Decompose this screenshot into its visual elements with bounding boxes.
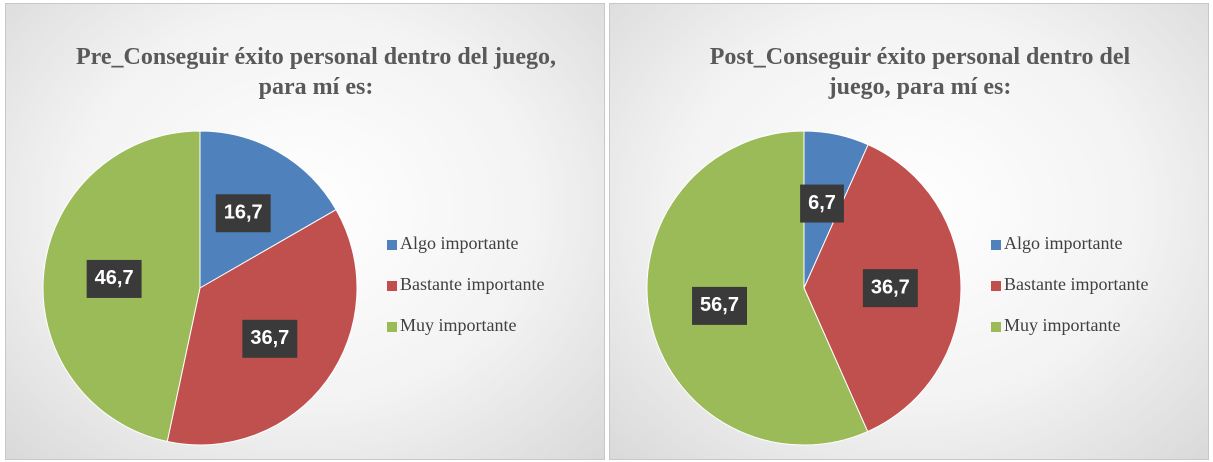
legend-swatch	[991, 281, 1001, 291]
chart: 6,7 36,7 56,7 Algo importante Bastante impor…	[646, 130, 1148, 446]
legend-label: Bastante importante	[400, 274, 544, 294]
pie-slice	[646, 130, 869, 446]
data-label: 36,7	[871, 276, 910, 298]
legend-swatch	[387, 322, 397, 332]
data-label-box	[215, 194, 271, 233]
data-label-box	[692, 286, 747, 325]
legend-swatch	[387, 240, 397, 250]
chart-title: Pre_Conseguir éxito personal dentro del …	[76, 44, 556, 100]
legend-swatch	[387, 281, 397, 291]
data-label: 46,7	[95, 267, 134, 289]
legend-label: Muy importante	[400, 315, 516, 335]
chart: 16,7 36,7 46,7 Algo importante Bastante impo…	[42, 130, 544, 446]
legend-label: Algo importante	[1004, 233, 1122, 253]
data-label-box	[242, 319, 298, 358]
chart-panel: Pre_Conseguir éxito personal dentro del …	[5, 3, 605, 460]
legend-swatch	[991, 240, 1001, 250]
data-label-box	[86, 259, 142, 298]
legend-label: Algo importante	[400, 233, 518, 253]
chart-title: Post_Conseguir éxito personal dentro del…	[709, 44, 1131, 100]
legend-label: Bastante importante	[1004, 274, 1148, 294]
chart-panel: Post_Conseguir éxito personal dentro del…	[609, 3, 1209, 460]
data-label: 36,7	[250, 327, 289, 349]
data-label: 6,7	[808, 192, 836, 214]
data-label: 16,7	[224, 202, 263, 224]
legend-swatch	[991, 322, 1001, 332]
data-label-box	[800, 184, 844, 223]
legend-label: Muy importante	[1004, 315, 1120, 335]
data-label-box	[862, 269, 918, 308]
data-label: 56,7	[700, 294, 739, 316]
